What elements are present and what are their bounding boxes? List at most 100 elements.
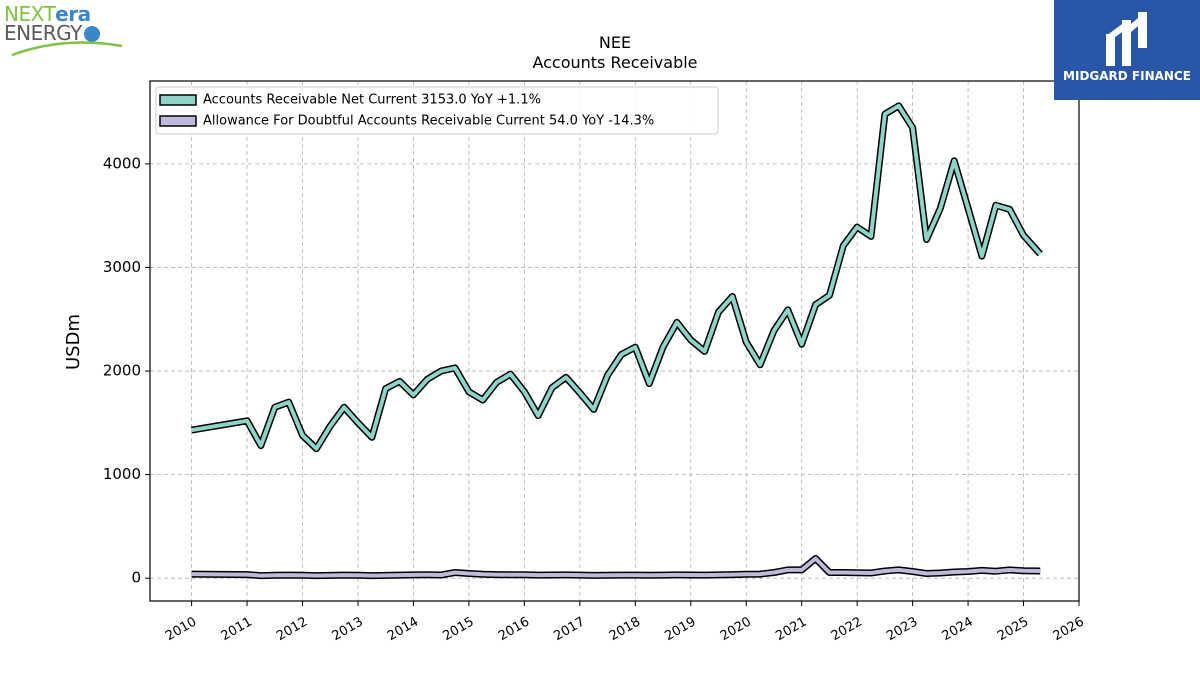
series-2-point [288,574,290,576]
x-tick-label: 2025 [995,615,1031,645]
series-2-point [925,573,927,575]
series-2-point [981,569,983,571]
series-1-point [731,295,733,297]
x-tick-label: 2026 [1051,615,1087,645]
series-2-point [1023,570,1025,572]
series-2-point [523,574,525,576]
series-1-point [302,434,304,436]
series-2-point [343,574,345,576]
series-2-point [426,574,428,576]
legend-box [155,86,719,135]
x-tick-label: 2010 [163,615,199,645]
series-1-point [981,255,983,257]
company-logo-line2: ENERGY [4,21,100,45]
series-2-point [815,558,817,560]
x-tick-label: 2014 [385,615,421,645]
x-tick-label: 2024 [940,615,976,645]
x-tick-label: 2016 [496,615,532,645]
x-tick-label: 2013 [330,615,366,645]
chart-title: NEE [599,33,631,52]
series-2-point [482,573,484,575]
series-1-point [1023,234,1025,236]
series-1-point [426,378,428,380]
series-2-point [953,571,955,573]
logo-swoosh-icon [11,41,123,57]
series-2-point [1039,570,1041,572]
series-2-point [842,572,844,574]
series-1-point [967,207,969,209]
series-1-point [648,382,650,384]
series-1-point [634,346,636,348]
series-1-point [607,374,609,376]
x-tick-label: 2020 [718,615,754,645]
x-tick-label: 2015 [441,615,477,645]
legend-label: Allowance For Doubtful Accounts Receivab… [203,114,654,129]
series-2-point [454,572,456,574]
series-1-point [662,346,664,348]
series-1-point [620,353,622,355]
series-1-point [482,399,484,401]
midgard-logo-icon [1106,12,1147,66]
series-2-point [315,575,317,577]
series-2-point [634,574,636,576]
series-2-point [302,574,304,576]
y-tick-label: 1000 [103,465,141,483]
series-1-point [412,394,414,396]
series-2-point [468,573,470,575]
legend: Accounts Receivable Net Current 3153.0 Y… [155,86,719,135]
plot-frame [149,80,1080,602]
series-1-point [801,343,803,345]
series-2-point [717,574,719,576]
x-tick-label: 2018 [607,615,643,645]
series-2-point [412,574,414,576]
series-1-point [315,448,317,450]
series-1-point [870,235,872,237]
y-tick-label: 3000 [103,258,141,276]
series-1-point [912,127,914,129]
company-logo: NEXTera ENERGY [4,2,129,60]
series-1-point [884,113,886,115]
series-2-point [773,572,775,574]
x-tick-label: 2012 [274,615,310,645]
series-1-point [565,376,567,378]
brand-badge: MIDGARD FINANCE [1054,0,1200,100]
series-2-point [579,574,581,576]
series-1-point [551,387,553,389]
series-2-point [995,570,997,572]
series-2-point [565,574,567,576]
series-1-point [510,373,512,375]
company-logo-energy: ENERGY [4,21,82,45]
legend-label: Accounts Receivable Net Current 3153.0 Y… [203,93,541,108]
series-2-point [828,572,830,574]
series-1-point [759,364,761,366]
series-1-point [385,388,387,390]
series-1-point [1039,253,1041,255]
series-2-point [551,574,553,576]
series-1-point [787,309,789,311]
series-2-point [191,573,193,575]
series-1-point [399,380,401,382]
chart-subtitle: Accounts Receivable [532,53,697,72]
series-1-point [523,391,525,393]
series-1-point [995,204,997,206]
series-1-point [246,420,248,422]
series-2-point [385,574,387,576]
x-tick-label: 2021 [773,615,809,645]
x-tick-label: 2017 [551,615,587,645]
y-tick-label: 4000 [103,154,141,172]
series-1-point [828,294,830,296]
series-1-point [191,429,193,431]
grid-layer [150,81,1080,601]
series-1-point [842,245,844,247]
series-layer [191,102,1043,580]
series-2-point [801,569,803,571]
series-2-point [620,574,622,576]
series-2-point [648,574,650,576]
series-1-point [925,238,927,240]
series-2-point [260,575,262,577]
company-logo-next: NEXT [4,2,56,26]
series-2-point [607,574,609,576]
y-tick-label: 2000 [103,362,141,380]
series-2-point [357,574,359,576]
